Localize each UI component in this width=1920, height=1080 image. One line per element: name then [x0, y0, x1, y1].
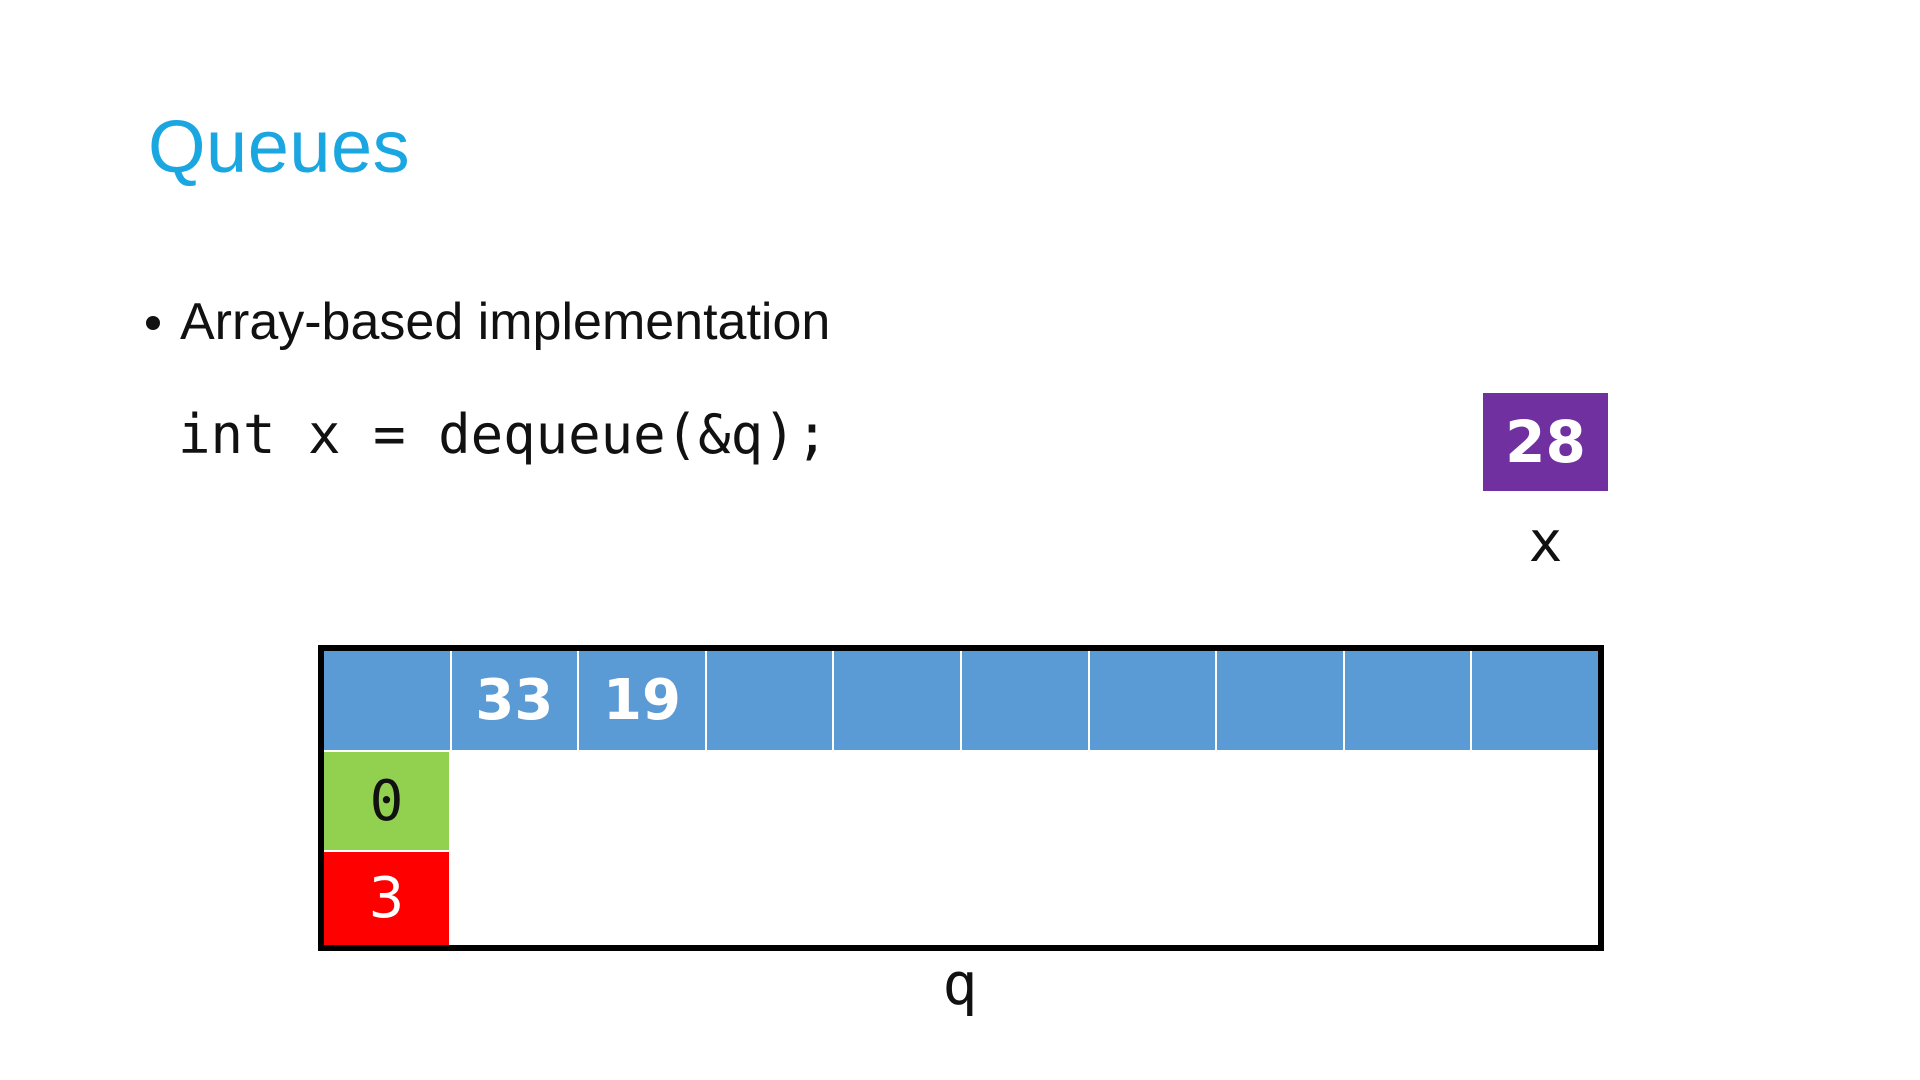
code-statement: int x = dequeue(&q);	[178, 403, 829, 466]
array-cell-2: 19	[579, 651, 707, 750]
variable-x-label: x	[1528, 510, 1563, 575]
array-cell-7	[1217, 651, 1345, 750]
bullet-text: Array-based implementation	[180, 293, 831, 351]
array-cell-5	[962, 651, 1090, 750]
bullet-icon	[146, 316, 160, 330]
queue-back-field: 3	[324, 852, 449, 945]
queue-struct: 33 19 0 3	[318, 645, 1604, 951]
array-cell-3	[707, 651, 835, 750]
queue-array: 33 19	[324, 651, 1598, 750]
array-cell-9	[1472, 651, 1598, 750]
slide-title: Queues	[148, 105, 411, 188]
variable-x-box: 28	[1483, 393, 1608, 491]
array-cell-1: 33	[452, 651, 580, 750]
array-cell-4	[834, 651, 962, 750]
array-cell-6	[1090, 651, 1218, 750]
bullet-item: Array-based implementation	[146, 296, 830, 348]
array-cell-0	[324, 651, 452, 750]
array-cell-8	[1345, 651, 1473, 750]
queue-front-field: 0	[324, 752, 449, 850]
queue-label: q	[942, 950, 978, 1018]
